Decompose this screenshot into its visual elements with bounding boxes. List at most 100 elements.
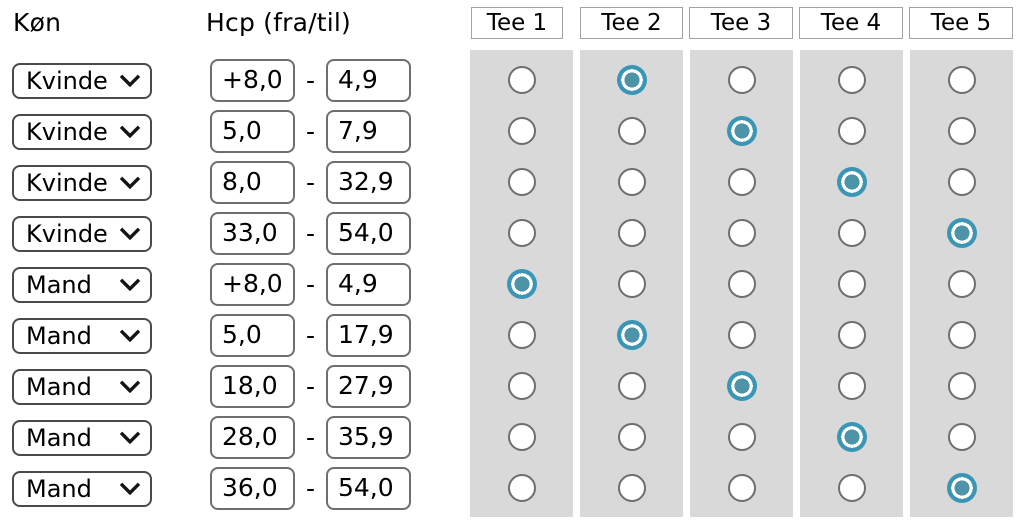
hcp-from-input[interactable] xyxy=(210,110,295,153)
hcp-to-input[interactable] xyxy=(326,263,411,306)
tee1-radio-row1[interactable] xyxy=(507,65,536,94)
tee3-radio-row3[interactable] xyxy=(727,167,756,196)
radio-cell xyxy=(580,105,683,156)
tee1-radio-row5[interactable] xyxy=(506,268,537,299)
tee2-radio-row3[interactable] xyxy=(617,167,646,196)
tee4-radio-row6[interactable] xyxy=(837,320,866,349)
tee4-radio-row5[interactable] xyxy=(837,269,866,298)
gender-select[interactable]: Kvinde xyxy=(12,164,152,201)
hcp-from-input[interactable] xyxy=(210,314,295,357)
radio-cell xyxy=(690,360,793,411)
tee4-radio-row7[interactable] xyxy=(837,371,866,400)
tee2-radio-row5[interactable] xyxy=(617,269,646,298)
tee4-radio-row1[interactable] xyxy=(837,65,866,94)
hcp-range-separator: - xyxy=(305,321,316,350)
hcp-from-input[interactable] xyxy=(210,365,295,408)
chevron-down-icon xyxy=(119,431,141,444)
tee3-radio-row4[interactable] xyxy=(727,218,756,247)
hcp-column-header: Hcp (fra/til) xyxy=(206,8,351,37)
gender-select-value: Mand xyxy=(26,321,92,350)
gender-select[interactable]: Kvinde xyxy=(12,113,152,150)
tee3-radio-row6[interactable] xyxy=(727,320,756,349)
tee-column-4 xyxy=(800,50,903,517)
tee1-radio-row7[interactable] xyxy=(507,371,536,400)
hcp-to-input[interactable] xyxy=(326,365,411,408)
gender-select[interactable]: Kvinde xyxy=(12,215,152,252)
tee5-radio-row8[interactable] xyxy=(947,422,976,451)
tee3-radio-row7[interactable] xyxy=(726,370,757,401)
radio-cell xyxy=(690,411,793,462)
tee1-radio-row2[interactable] xyxy=(507,116,536,145)
tee3-radio-row8[interactable] xyxy=(727,422,756,451)
gender-column-header: Køn xyxy=(13,8,62,37)
hcp-from-input[interactable] xyxy=(210,416,295,459)
gender-select[interactable]: Mand xyxy=(12,419,152,456)
tee-header-1: Tee 1 xyxy=(471,7,563,39)
tee5-radio-row6[interactable] xyxy=(947,320,976,349)
tee3-radio-row9[interactable] xyxy=(727,473,756,502)
tee3-radio-row1[interactable] xyxy=(727,65,756,94)
tee1-radio-row9[interactable] xyxy=(507,473,536,502)
tee2-radio-row8[interactable] xyxy=(617,422,646,451)
tee5-radio-row7[interactable] xyxy=(947,371,976,400)
tee5-radio-row9[interactable] xyxy=(946,472,977,503)
hcp-range-separator: - xyxy=(305,372,316,401)
tee2-radio-row7[interactable] xyxy=(617,371,646,400)
tee2-radio-row1[interactable] xyxy=(616,64,647,95)
radio-cell xyxy=(470,462,573,513)
hcp-to-input[interactable] xyxy=(326,110,411,153)
tee4-radio-row2[interactable] xyxy=(837,116,866,145)
hcp-to-input[interactable] xyxy=(326,161,411,204)
tee1-radio-row4[interactable] xyxy=(507,218,536,247)
hcp-from-input[interactable] xyxy=(210,467,295,510)
radio-cell xyxy=(580,462,683,513)
tee3-radio-row2[interactable] xyxy=(726,115,757,146)
tee5-radio-row3[interactable] xyxy=(947,167,976,196)
gender-select[interactable]: Mand xyxy=(12,317,152,354)
radio-cell xyxy=(800,411,903,462)
gender-select[interactable]: Kvinde xyxy=(12,62,152,99)
tee2-radio-row6[interactable] xyxy=(616,319,647,350)
gender-select-value: Kvinde xyxy=(26,168,108,197)
rule-row: Mand - xyxy=(12,259,411,310)
tee5-radio-row2[interactable] xyxy=(947,116,976,145)
radio-cell xyxy=(690,54,793,105)
gender-select-value: Mand xyxy=(26,270,92,299)
tee1-radio-row8[interactable] xyxy=(507,422,536,451)
hcp-to-input[interactable] xyxy=(326,314,411,357)
hcp-to-input[interactable] xyxy=(326,416,411,459)
hcp-to-input[interactable] xyxy=(326,59,411,102)
chevron-down-icon xyxy=(119,125,141,138)
hcp-range-separator: - xyxy=(305,117,316,146)
radio-cell xyxy=(470,207,573,258)
radio-cell xyxy=(470,411,573,462)
hcp-from-input[interactable] xyxy=(210,161,295,204)
tee2-radio-row2[interactable] xyxy=(617,116,646,145)
tee5-radio-row5[interactable] xyxy=(947,269,976,298)
chevron-down-icon xyxy=(119,278,141,291)
tee1-radio-row6[interactable] xyxy=(507,320,536,349)
tee1-radio-row3[interactable] xyxy=(507,167,536,196)
radio-cell xyxy=(690,309,793,360)
tee2-radio-row9[interactable] xyxy=(617,473,646,502)
gender-select[interactable]: Mand xyxy=(12,266,152,303)
hcp-from-input[interactable] xyxy=(210,212,295,255)
tee5-radio-row1[interactable] xyxy=(947,65,976,94)
tee3-radio-row5[interactable] xyxy=(727,269,756,298)
tee2-radio-row4[interactable] xyxy=(617,218,646,247)
radio-cell xyxy=(580,360,683,411)
hcp-range-separator: - xyxy=(305,219,316,248)
radio-cell xyxy=(470,54,573,105)
tee4-radio-row9[interactable] xyxy=(837,473,866,502)
tee4-radio-row3[interactable] xyxy=(836,166,867,197)
hcp-to-input[interactable] xyxy=(326,467,411,510)
gender-select[interactable]: Mand xyxy=(12,470,152,507)
gender-select[interactable]: Mand xyxy=(12,368,152,405)
tee4-radio-row8[interactable] xyxy=(836,421,867,452)
tee4-radio-row4[interactable] xyxy=(837,218,866,247)
hcp-to-input[interactable] xyxy=(326,212,411,255)
rule-row: Mand - xyxy=(12,310,411,361)
tee5-radio-row4[interactable] xyxy=(946,217,977,248)
hcp-from-input[interactable] xyxy=(210,263,295,306)
hcp-from-input[interactable] xyxy=(210,59,295,102)
